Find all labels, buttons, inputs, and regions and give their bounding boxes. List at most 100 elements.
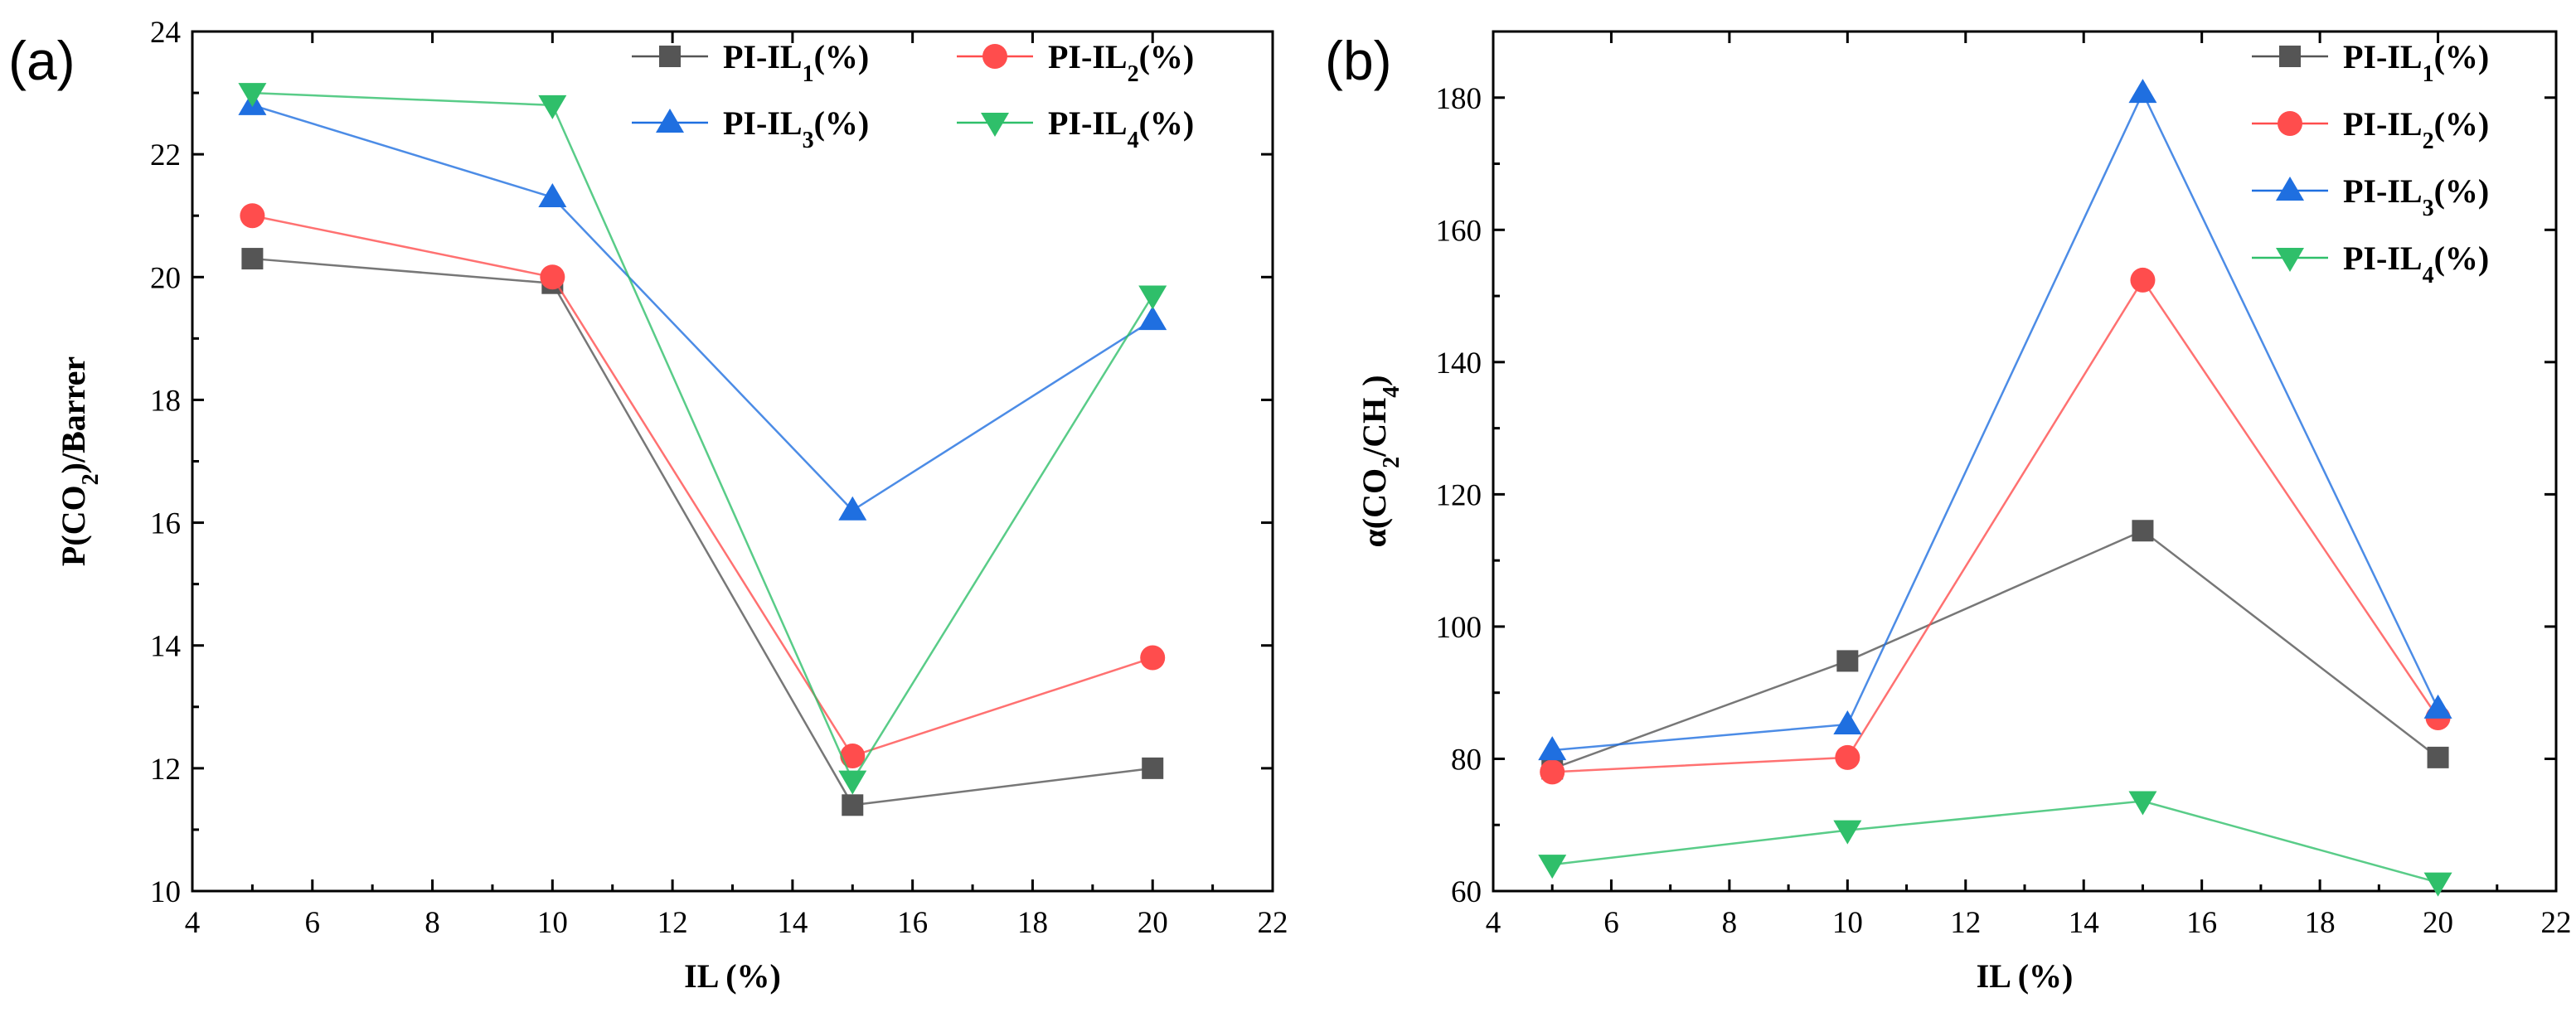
legend-marker: [982, 44, 1007, 69]
data-point: [241, 248, 264, 270]
legend-item: PI-IL4(%): [957, 104, 1194, 153]
series-2: [240, 203, 1166, 769]
panel-label: (a): [8, 30, 75, 91]
series-1: [1541, 520, 2449, 780]
legend-marker: [2276, 177, 2304, 201]
series-line: [1552, 90, 2439, 752]
data-point: [1138, 306, 1167, 331]
y-tick-label: 24: [150, 16, 181, 50]
legend-marker: [656, 109, 684, 133]
x-tick-label: 6: [305, 906, 321, 940]
data-point: [2423, 872, 2452, 897]
x-tick-label: 16: [2186, 906, 2217, 940]
x-tick-label: 4: [185, 906, 201, 940]
x-tick-label: 16: [897, 906, 928, 940]
x-tick-label: 6: [1603, 906, 1619, 940]
y-tick-label: 10: [150, 875, 181, 909]
y-tick-label: 22: [150, 138, 181, 172]
x-tick-label: 4: [1486, 906, 1501, 940]
legend-item: PI-IL2(%): [957, 38, 1194, 87]
plot-frame: [1492, 30, 2558, 893]
y-tick-label: 180: [1436, 82, 1482, 116]
series-1: [241, 248, 1164, 816]
legend-marker: [2279, 46, 2301, 67]
series-line: [252, 214, 1153, 758]
data-point: [2423, 694, 2452, 719]
x-tick-label: 10: [1832, 906, 1863, 940]
x-tick-label: 12: [657, 906, 688, 940]
legend-item: PI-IL1(%): [632, 38, 869, 87]
y-tick-label: 20: [150, 261, 181, 295]
data-point: [540, 264, 565, 290]
legend-item: PI-IL2(%): [2252, 105, 2489, 154]
data-point: [1540, 759, 1565, 785]
legend-label: PI-IL4(%): [1048, 104, 1194, 153]
x-tick-label: 18: [1017, 906, 1048, 940]
y-tick-label: 120: [1436, 478, 1482, 512]
x-tick-label: 12: [1950, 906, 1981, 940]
y-axis-title: α(CO2/CH4): [1356, 375, 1404, 547]
x-tick-label: 8: [1722, 906, 1738, 940]
data-point: [838, 770, 867, 795]
plot-frame: [191, 30, 1274, 893]
legend: PI-IL1(%) PI-IL2(%) PI-IL3(%) PI-IL4(%): [632, 38, 1194, 153]
legend-label: PI-IL2(%): [2343, 105, 2489, 154]
series-line: [252, 104, 1153, 512]
data-point: [1835, 744, 1860, 770]
legend-item: PI-IL4(%): [2252, 240, 2489, 288]
x-tick-label: 20: [1138, 906, 1168, 940]
x-tick-label: 22: [2541, 906, 2572, 940]
panel-label: (b): [1325, 30, 1392, 91]
data-point: [1538, 736, 1567, 761]
legend-item: PI-IL3(%): [2252, 172, 2489, 221]
y-tick-label: 12: [150, 753, 181, 787]
y-tick-label: 14: [150, 630, 181, 664]
series-3: [238, 90, 1167, 521]
series-line: [1551, 529, 2439, 770]
x-axis-title: IL (%): [1977, 957, 2074, 995]
legend-item: PI-IL1(%): [2252, 38, 2489, 87]
legend-label: PI-IL3(%): [2343, 172, 2489, 221]
x-axis-title: IL (%): [684, 957, 781, 995]
legend: PI-IL1(%) PI-IL2(%) PI-IL3(%) PI-IL4(%): [2252, 38, 2489, 288]
series-line: [252, 257, 1153, 807]
y-tick-label: 16: [150, 507, 181, 541]
data-point: [240, 203, 265, 229]
y-tick-label: 80: [1451, 743, 1482, 777]
data-point: [1833, 710, 1862, 734]
series-4: [1538, 791, 2452, 897]
data-point: [538, 182, 567, 207]
legend-label: PI-IL1(%): [2343, 38, 2489, 87]
series-line: [252, 91, 1154, 783]
legend-label: PI-IL3(%): [723, 104, 869, 153]
legend-label: PI-IL1(%): [723, 38, 869, 87]
chart-panel-a: (a) 4 6 8 10 12 14 16 18 20 22 10 12 14 16 18 20 22 24 IL (…: [8, 16, 1288, 995]
series-line: [1552, 278, 2439, 773]
x-tick-label: 18: [2305, 906, 2336, 940]
y-tick-label: 18: [150, 384, 181, 418]
x-tick-label: 10: [537, 906, 568, 940]
data-point: [2128, 791, 2157, 816]
data-point: [842, 794, 864, 816]
data-point: [838, 496, 867, 521]
legend-marker: [2278, 111, 2302, 136]
data-point: [1140, 645, 1166, 671]
legend-marker: [981, 113, 1009, 137]
data-point: [238, 83, 267, 108]
data-point: [2130, 267, 2156, 293]
data-point: [2128, 79, 2157, 104]
legend-marker: [2276, 248, 2304, 272]
legend-label: PI-IL4(%): [2343, 240, 2489, 288]
series-2: [1540, 267, 2451, 785]
y-axis-title: P(CO2)/Barrer: [55, 356, 104, 566]
x-tick-label: 14: [2069, 906, 2099, 940]
x-tick-label: 20: [2423, 906, 2453, 940]
legend-marker: [659, 46, 681, 67]
chart-panel-b: (b) 4 6 8 10 12 14 16 18 20 22 60 80 100 120 140 160 180 I…: [1325, 30, 2572, 995]
x-tick-label: 14: [777, 906, 808, 940]
y-tick-label: 160: [1436, 214, 1482, 248]
x-tick-label: 8: [424, 906, 440, 940]
y-tick-label: 100: [1436, 611, 1482, 645]
y-tick-label: 60: [1451, 875, 1482, 909]
